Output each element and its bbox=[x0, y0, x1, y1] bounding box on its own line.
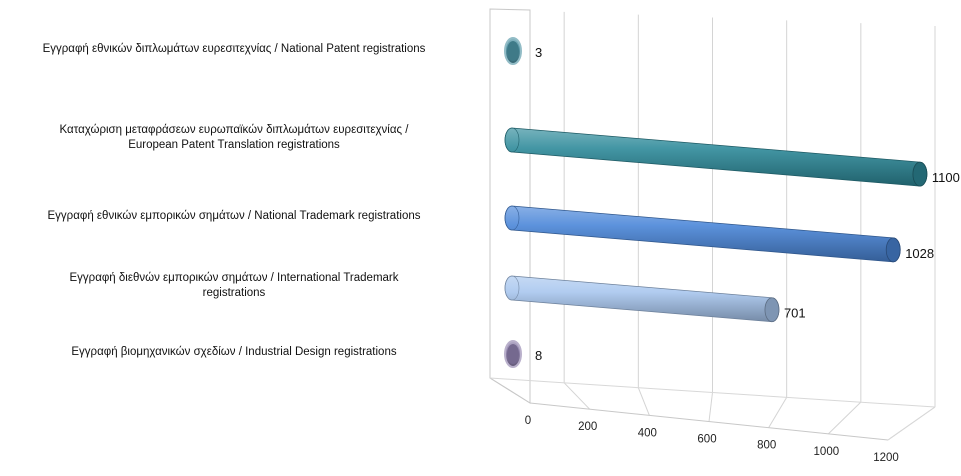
category-label: Εγγραφή βιομηχανικών σχεδίων / Industria… bbox=[0, 345, 484, 360]
value-label: 3 bbox=[535, 45, 542, 60]
floor-edge bbox=[529, 402, 889, 441]
bar-end-cap bbox=[885, 237, 901, 263]
x-tick-label: 0 bbox=[525, 415, 531, 427]
bar-end-cap bbox=[764, 297, 780, 323]
category-label-line2: European Patent Translation registration… bbox=[128, 139, 340, 151]
bar-body bbox=[504, 275, 780, 323]
x-tick-label: 1000 bbox=[814, 446, 840, 458]
category-label-line1: Καταχώριση μεταφράσεων ευρωπαϊκών διπλωμ… bbox=[59, 124, 409, 136]
bar-start-cap bbox=[504, 205, 520, 231]
bar-start-cap bbox=[504, 275, 520, 301]
gridline-floor bbox=[563, 382, 591, 410]
x-tick-label: 600 bbox=[697, 434, 716, 446]
category-label-line1: Εγγραφή εθνικών διπλωμάτων ευρεσιτεχνίας… bbox=[42, 43, 426, 55]
back-floor-edge bbox=[489, 377, 936, 408]
bar-1 bbox=[504, 127, 928, 187]
x-axis-ticks: 0 200 400 600 800 1000 1200 bbox=[525, 415, 899, 464]
bar-end-cap bbox=[912, 161, 928, 187]
x-tick-label: 800 bbox=[757, 440, 776, 452]
category-label-line1: Εγγραφή εθνικών εμπορικών σημάτων / Nati… bbox=[47, 210, 421, 222]
category-label-line1: Εγγραφή διεθνών εμπορικών σημάτων / Inte… bbox=[69, 272, 399, 284]
gridline-floor bbox=[827, 401, 862, 435]
bar-3 bbox=[504, 275, 780, 323]
gridline-floor bbox=[708, 392, 713, 422]
value-label: 701 bbox=[784, 306, 806, 321]
value-labels: 3 1100 1028 701 8 bbox=[535, 45, 960, 363]
x-tick-label: 200 bbox=[578, 421, 597, 433]
bar-cap-inner bbox=[507, 41, 519, 61]
category-label: Καταχώριση μεταφράσεων ευρωπαϊκών διπλωμ… bbox=[0, 123, 484, 153]
category-label: Εγγραφή διεθνών εμπορικών σημάτων / Inte… bbox=[0, 271, 484, 301]
category-label: Εγγραφή εθνικών διπλωμάτων ευρεσιτεχνίας… bbox=[0, 42, 484, 57]
bar-4 bbox=[504, 340, 522, 368]
category-label: Εγγραφή εθνικών εμπορικών σημάτων / Nati… bbox=[0, 209, 484, 224]
category-label-line2: registrations bbox=[202, 287, 266, 299]
grid bbox=[489, 8, 936, 441]
gridline-floor bbox=[637, 387, 650, 416]
bar-0 bbox=[504, 37, 522, 65]
value-label: 8 bbox=[535, 348, 542, 363]
bars bbox=[504, 37, 928, 368]
x-tick-label: 400 bbox=[638, 427, 657, 439]
value-label: 1028 bbox=[905, 246, 934, 261]
gridline-floor bbox=[768, 397, 788, 428]
bar-2 bbox=[504, 205, 901, 263]
bar-body bbox=[504, 127, 928, 187]
x-tick-label: 1200 bbox=[873, 452, 899, 464]
value-label: 1100 bbox=[932, 170, 960, 185]
bar-start-cap bbox=[504, 127, 520, 153]
category-label-line1: Εγγραφή βιομηχανικών σχεδίων / Industria… bbox=[71, 346, 397, 358]
floor-right-edge bbox=[887, 406, 936, 441]
bar-cap-inner bbox=[507, 344, 519, 364]
